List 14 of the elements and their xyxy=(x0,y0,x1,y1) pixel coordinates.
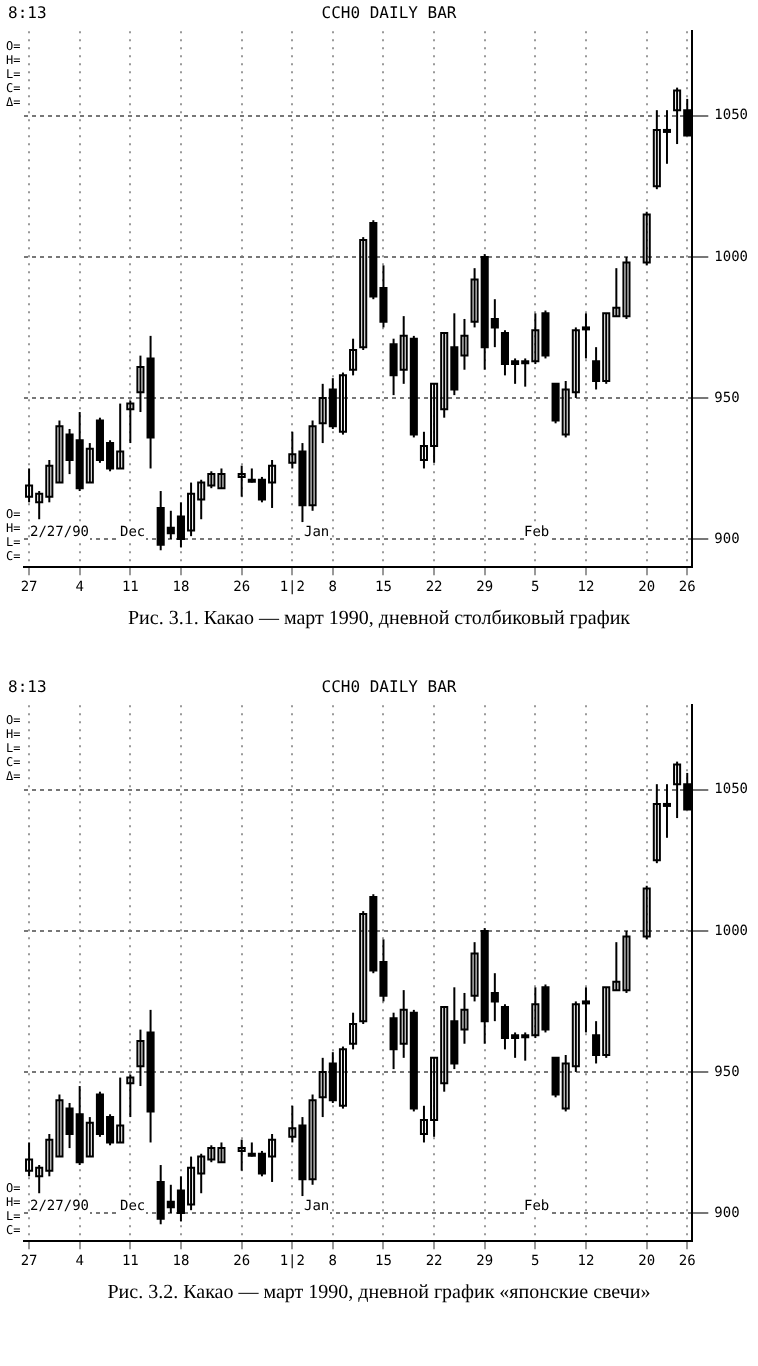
text: Рис. 3.1. Какао — март 1990, дневной столбиковый график xyxy=(125,606,633,634)
candlestick xyxy=(237,464,246,498)
candlestick xyxy=(349,1011,358,1051)
chart-title: CCH0 DAILY BAR xyxy=(321,3,457,22)
text: 8:13 xyxy=(8,678,47,696)
candlestick xyxy=(642,210,651,267)
candlestick xyxy=(349,337,358,377)
chart-title: CCH0 DAILY BAR xyxy=(321,677,457,696)
candlestick xyxy=(642,884,651,941)
text: Рис. 3.2. Какао — март 1990, дневной график «японские свечи» xyxy=(105,1280,653,1308)
candlestick xyxy=(126,399,135,445)
text: 8:13 xyxy=(8,4,47,22)
candlestick xyxy=(126,1073,135,1119)
candlestick xyxy=(237,1138,246,1172)
